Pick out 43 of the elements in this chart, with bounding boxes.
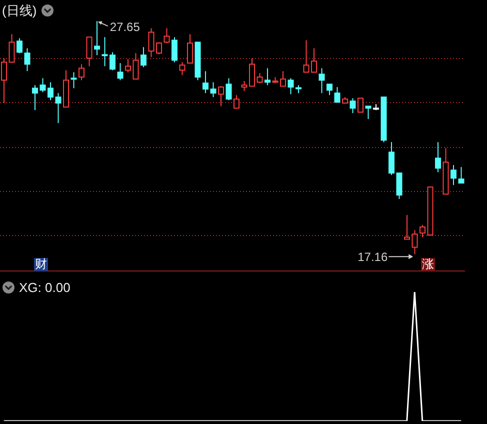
candlestick [358, 98, 364, 113]
candlestick [264, 68, 270, 86]
candlestick [202, 70, 208, 94]
candlestick [226, 78, 232, 101]
candlestick [388, 142, 394, 176]
chart-title: XG: 0.00 [19, 280, 70, 295]
candlestick [8, 34, 15, 63]
candlestick [435, 142, 441, 173]
candlestick [458, 166, 464, 184]
candlestick [412, 230, 418, 255]
candlestick [234, 94, 240, 109]
annotation: 涨 [421, 257, 435, 271]
candlestick [70, 72, 77, 89]
candlestick [140, 46, 146, 68]
candlestick [396, 172, 402, 200]
candlestick [125, 58, 131, 73]
candlestick [350, 98, 356, 114]
candlestick [450, 164, 456, 186]
candlestick [256, 72, 263, 84]
candlestick [78, 64, 84, 81]
candlestick [318, 68, 325, 94]
candlestick [32, 84, 38, 111]
candlestick [420, 224, 426, 238]
candlestick [210, 82, 216, 98]
candlestick [187, 34, 193, 64]
annotation: 17.16 [358, 250, 388, 264]
annotation: 27.65 [110, 20, 140, 34]
annotation: 财 [34, 257, 48, 271]
candlestick [365, 106, 372, 120]
candlestick [404, 214, 410, 240]
candlestick [172, 36, 178, 63]
candlestick [132, 52, 139, 80]
candlestick [117, 62, 124, 81]
candlestick [334, 86, 340, 103]
candlestick [55, 92, 62, 124]
candlestick [16, 38, 22, 54]
candlestick [24, 48, 30, 72]
chart-title: (日线) [2, 3, 37, 18]
candlestick [326, 84, 332, 96]
candlestick [164, 28, 170, 44]
candlestick [179, 62, 186, 76]
candlestick [218, 86, 224, 107]
candlestick [86, 36, 92, 67]
